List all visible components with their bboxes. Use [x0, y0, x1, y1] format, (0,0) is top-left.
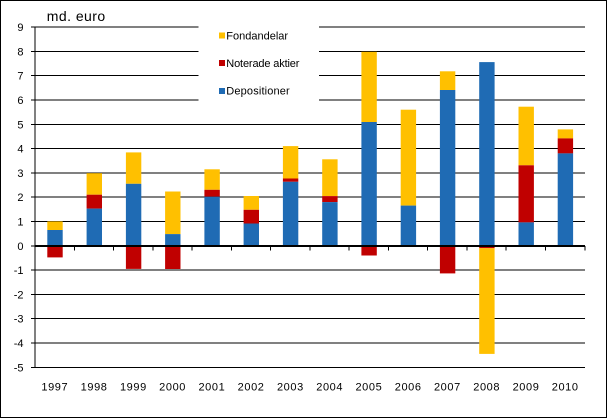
svg-text:8: 8: [17, 46, 23, 58]
svg-text:2007: 2007: [434, 381, 461, 393]
svg-text:2003: 2003: [277, 381, 304, 393]
svg-text:1998: 1998: [81, 381, 108, 393]
svg-text:2004: 2004: [316, 381, 343, 393]
svg-text:2000: 2000: [159, 381, 186, 393]
svg-text:1999: 1999: [120, 381, 147, 393]
svg-text:0: 0: [17, 241, 23, 253]
svg-text:-1: -1: [14, 265, 24, 277]
svg-text:3: 3: [17, 168, 23, 180]
svg-text:7: 7: [17, 71, 23, 83]
svg-text:md. euro: md. euro: [47, 8, 106, 24]
svg-text:2008: 2008: [473, 381, 500, 393]
svg-text:2006: 2006: [395, 381, 422, 393]
svg-text:2009: 2009: [513, 381, 540, 393]
svg-text:-4: -4: [14, 338, 24, 350]
svg-text:2010: 2010: [552, 381, 579, 393]
svg-text:-3: -3: [14, 314, 24, 326]
svg-text:Noterade aktier: Noterade aktier: [226, 58, 299, 70]
svg-text:2: 2: [17, 192, 23, 204]
svg-text:5: 5: [17, 119, 23, 131]
svg-text:-2: -2: [14, 289, 24, 301]
svg-text:1: 1: [17, 217, 23, 229]
svg-text:2002: 2002: [238, 381, 265, 393]
svg-text:2001: 2001: [198, 381, 225, 393]
svg-text:-5: -5: [14, 362, 24, 374]
svg-text:2005: 2005: [355, 381, 382, 393]
svg-text:9: 9: [17, 22, 23, 34]
svg-text:4: 4: [17, 144, 23, 156]
svg-text:Depositioner: Depositioner: [226, 85, 290, 97]
svg-text:Fondandelar: Fondandelar: [226, 30, 288, 42]
svg-text:6: 6: [17, 95, 23, 107]
svg-text:1997: 1997: [41, 381, 68, 393]
